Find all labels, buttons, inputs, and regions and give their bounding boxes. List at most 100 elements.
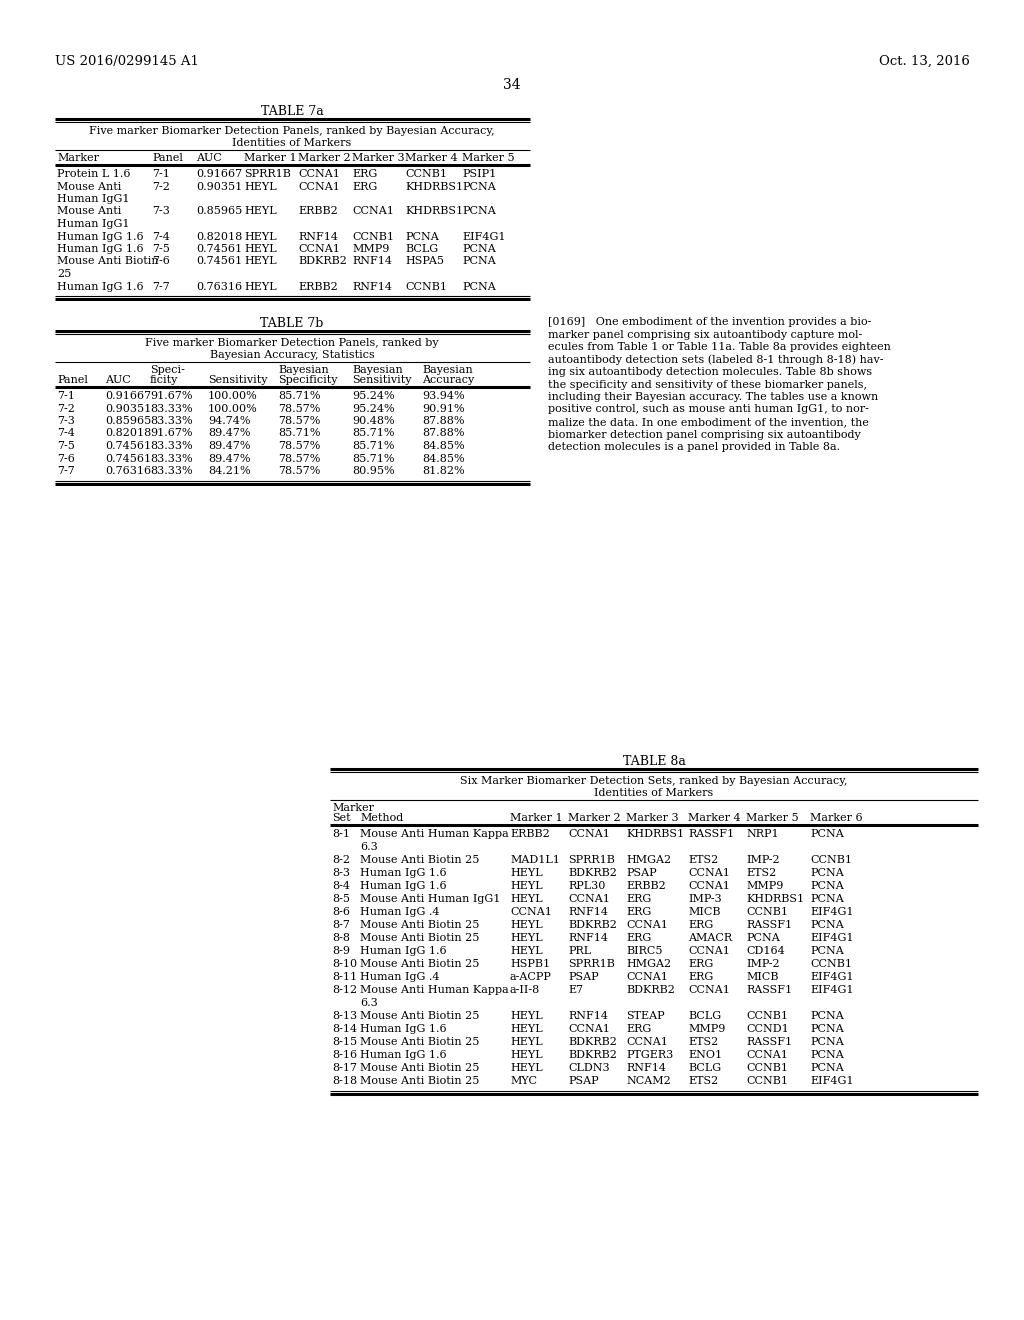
- Text: US 2016/0299145 A1: US 2016/0299145 A1: [55, 55, 199, 69]
- Text: HEYL: HEYL: [244, 244, 276, 253]
- Text: MMP9: MMP9: [352, 244, 389, 253]
- Text: 0.74561: 0.74561: [105, 441, 152, 451]
- Text: Bayesian Accuracy, Statistics: Bayesian Accuracy, Statistics: [210, 350, 375, 360]
- Text: BDKRB2: BDKRB2: [626, 985, 675, 995]
- Text: Mouse Anti: Mouse Anti: [57, 206, 122, 216]
- Text: Mouse Anti Biotin 25: Mouse Anti Biotin 25: [360, 933, 479, 942]
- Text: EIF4G1: EIF4G1: [810, 972, 853, 982]
- Text: 8-4: 8-4: [332, 880, 350, 891]
- Text: HEYL: HEYL: [510, 1063, 543, 1073]
- Text: Marker 1: Marker 1: [510, 813, 562, 822]
- Text: 8-2: 8-2: [332, 855, 350, 865]
- Text: a-ACPP: a-ACPP: [510, 972, 552, 982]
- Text: MAD1L1: MAD1L1: [510, 855, 560, 865]
- Text: 91.67%: 91.67%: [150, 391, 193, 401]
- Text: detection molecules is a panel provided in Table 8a.: detection molecules is a panel provided …: [548, 442, 840, 451]
- Text: Panel: Panel: [152, 153, 183, 162]
- Text: 0.90351: 0.90351: [105, 404, 152, 413]
- Text: CCNA1: CCNA1: [626, 972, 668, 982]
- Text: RNF14: RNF14: [568, 933, 608, 942]
- Text: IMP-3: IMP-3: [688, 894, 722, 904]
- Text: 93.94%: 93.94%: [422, 391, 465, 401]
- Text: 84.21%: 84.21%: [208, 466, 251, 477]
- Text: BDKRB2: BDKRB2: [568, 920, 616, 931]
- Text: CCNB1: CCNB1: [406, 281, 447, 292]
- Text: ERG: ERG: [688, 972, 714, 982]
- Text: PCNA: PCNA: [462, 181, 496, 191]
- Text: 100.00%: 100.00%: [208, 391, 258, 401]
- Text: CLDN3: CLDN3: [568, 1063, 609, 1073]
- Text: ERG: ERG: [688, 960, 714, 969]
- Text: Marker 3: Marker 3: [352, 153, 404, 162]
- Text: HEYL: HEYL: [244, 231, 276, 242]
- Text: 8-14: 8-14: [332, 1024, 357, 1034]
- Text: PSAP: PSAP: [568, 972, 599, 982]
- Text: KHDRBS1: KHDRBS1: [406, 181, 463, 191]
- Text: CCNB1: CCNB1: [406, 169, 447, 180]
- Text: 78.57%: 78.57%: [278, 416, 321, 426]
- Text: 95.24%: 95.24%: [352, 391, 394, 401]
- Text: ERG: ERG: [626, 907, 651, 917]
- Text: HEYL: HEYL: [510, 880, 543, 891]
- Text: Human IgG .4: Human IgG .4: [360, 972, 439, 982]
- Text: HMGA2: HMGA2: [626, 960, 671, 969]
- Text: 85.71%: 85.71%: [278, 391, 321, 401]
- Text: 91.67%: 91.67%: [150, 429, 193, 438]
- Text: 78.57%: 78.57%: [278, 454, 321, 463]
- Text: CCNA1: CCNA1: [510, 907, 552, 917]
- Text: CD164: CD164: [746, 946, 784, 956]
- Text: 0.90351: 0.90351: [196, 181, 243, 191]
- Text: NRP1: NRP1: [746, 829, 778, 840]
- Text: Mouse Anti Biotin 25: Mouse Anti Biotin 25: [360, 1063, 479, 1073]
- Text: 90.48%: 90.48%: [352, 416, 394, 426]
- Text: 85.71%: 85.71%: [352, 441, 394, 451]
- Text: [0169]   One embodiment of the invention provides a bio-: [0169] One embodiment of the invention p…: [548, 317, 871, 327]
- Text: 8-12: 8-12: [332, 985, 357, 995]
- Text: 0.91667: 0.91667: [196, 169, 242, 180]
- Text: CCNA1: CCNA1: [568, 829, 610, 840]
- Text: CCNA1: CCNA1: [688, 946, 730, 956]
- Text: 7-3: 7-3: [57, 416, 75, 426]
- Text: HEYL: HEYL: [510, 933, 543, 942]
- Text: the specificity and sensitivity of these biomarker panels,: the specificity and sensitivity of these…: [548, 380, 867, 389]
- Text: BDKRB2: BDKRB2: [568, 1049, 616, 1060]
- Text: Human IgG .4: Human IgG .4: [360, 907, 439, 917]
- Text: Marker 4: Marker 4: [688, 813, 740, 822]
- Text: 6.3: 6.3: [360, 842, 378, 851]
- Text: SPRR1B: SPRR1B: [568, 855, 614, 865]
- Text: autoantibody detection sets (labeled 8-1 through 8-18) hav-: autoantibody detection sets (labeled 8-1…: [548, 355, 884, 366]
- Text: 7-2: 7-2: [152, 181, 170, 191]
- Text: Human IgG1: Human IgG1: [57, 219, 129, 228]
- Text: BDKRB2: BDKRB2: [298, 256, 347, 267]
- Text: Marker 4: Marker 4: [406, 153, 458, 162]
- Text: HEYL: HEYL: [510, 1024, 543, 1034]
- Text: PCNA: PCNA: [462, 206, 496, 216]
- Text: AMACR: AMACR: [688, 933, 732, 942]
- Text: Mouse Anti Biotin 25: Mouse Anti Biotin 25: [360, 855, 479, 865]
- Text: IMP-2: IMP-2: [746, 960, 779, 969]
- Text: MMP9: MMP9: [746, 880, 783, 891]
- Text: ERG: ERG: [626, 894, 651, 904]
- Text: Identities of Markers: Identities of Markers: [232, 139, 351, 148]
- Text: 0.74561: 0.74561: [196, 256, 242, 267]
- Text: ERBB2: ERBB2: [298, 281, 338, 292]
- Text: RNF14: RNF14: [568, 907, 608, 917]
- Text: Marker: Marker: [332, 803, 374, 813]
- Text: CCNA1: CCNA1: [688, 869, 730, 878]
- Text: EIF4G1: EIF4G1: [462, 231, 506, 242]
- Text: 84.85%: 84.85%: [422, 441, 465, 451]
- Text: Human IgG 1.6: Human IgG 1.6: [57, 281, 143, 292]
- Text: ETS2: ETS2: [746, 869, 776, 878]
- Text: CCNA1: CCNA1: [568, 1024, 610, 1034]
- Text: PSAP: PSAP: [626, 869, 656, 878]
- Text: 8-15: 8-15: [332, 1038, 357, 1047]
- Text: MICB: MICB: [688, 907, 721, 917]
- Text: 34: 34: [503, 78, 521, 92]
- Text: STEAP: STEAP: [626, 1011, 665, 1020]
- Text: Marker 3: Marker 3: [626, 813, 679, 822]
- Text: Bayesian: Bayesian: [352, 366, 402, 375]
- Text: IMP-2: IMP-2: [746, 855, 779, 865]
- Text: PCNA: PCNA: [810, 1011, 844, 1020]
- Text: AUC: AUC: [196, 153, 222, 162]
- Text: 85.71%: 85.71%: [278, 429, 321, 438]
